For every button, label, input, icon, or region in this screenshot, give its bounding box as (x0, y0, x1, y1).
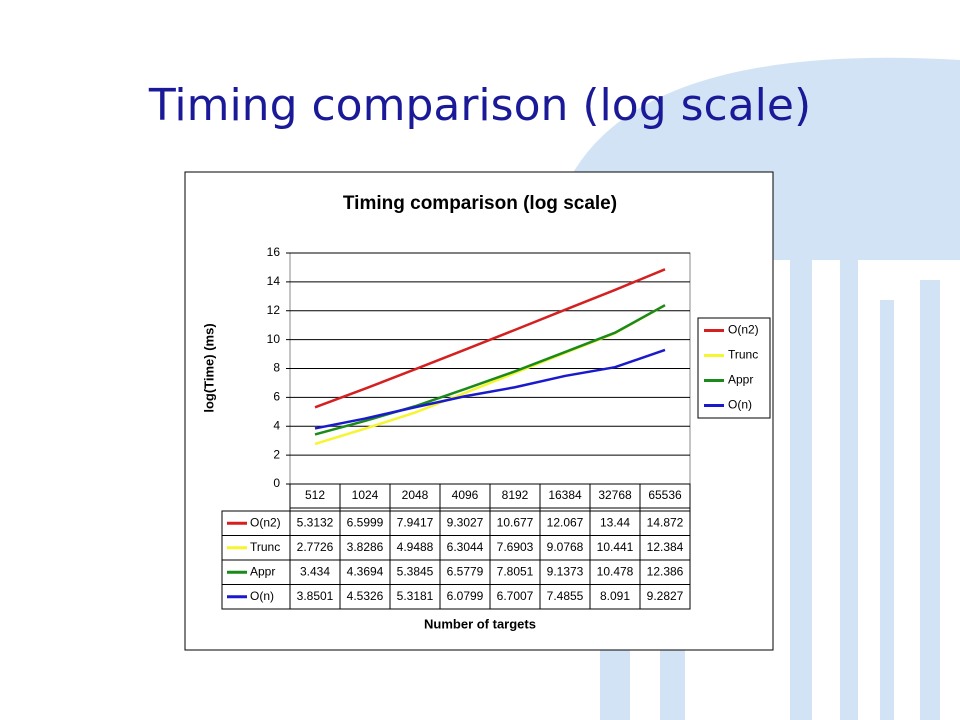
table-value: 6.7007 (497, 589, 534, 603)
table-series-name: O(n2) (250, 515, 281, 529)
table-value: 7.6903 (497, 540, 534, 554)
y-tick-label: 2 (273, 447, 280, 461)
legend-label: Trunc (728, 348, 758, 362)
series-line (314, 268, 666, 409)
y-tick-label: 0 (273, 476, 280, 490)
x-tick-label: 8192 (502, 488, 529, 502)
table-value: 3.434 (300, 564, 330, 578)
table-value: 13.44 (600, 515, 630, 529)
table-value: 4.3694 (347, 564, 384, 578)
table-value: 7.8051 (497, 564, 534, 578)
table-row (221, 584, 691, 610)
legend-label: O(n) (728, 398, 752, 412)
y-tick-label: 16 (267, 245, 281, 259)
y-axis-label: log(Time) (ms) (201, 323, 216, 412)
table-value: 12.384 (647, 540, 684, 554)
legend-box (697, 317, 771, 419)
table-value: 6.0799 (447, 589, 484, 603)
x-tick-label: 512 (305, 488, 325, 502)
x-tick-label: 1024 (352, 488, 379, 502)
y-tick-label: 14 (267, 274, 281, 288)
table-value: 5.3132 (297, 515, 334, 529)
table-value: 6.5999 (347, 515, 384, 529)
y-tick-label: 10 (267, 332, 281, 346)
y-tick-label: 6 (273, 390, 280, 404)
table-value: 6.3044 (447, 540, 484, 554)
table-value: 14.872 (647, 515, 684, 529)
table-value: 9.3027 (447, 515, 484, 529)
series-line (314, 304, 666, 436)
table-value: 9.1373 (547, 564, 584, 578)
table-value: 4.5326 (347, 589, 384, 603)
table-value: 5.3845 (397, 564, 434, 578)
table-value: 10.677 (497, 515, 534, 529)
x-axis-label: Number of targets (424, 616, 536, 631)
series-line (314, 348, 666, 430)
table-value: 6.5779 (447, 564, 484, 578)
table-value: 12.067 (547, 515, 584, 529)
y-tick-label: 12 (267, 303, 281, 317)
table-series-name: O(n) (250, 589, 274, 603)
table-value: 4.9488 (397, 540, 434, 554)
table-value: 7.4855 (547, 589, 584, 603)
table-value: 9.0768 (547, 540, 584, 554)
table-value: 3.8286 (347, 540, 384, 554)
table-value: 10.441 (597, 540, 634, 554)
legend-label: O(n2) (728, 323, 759, 337)
x-tick-label: 2048 (402, 488, 429, 502)
table-value: 3.8501 (297, 589, 334, 603)
x-tick-label: 4096 (452, 488, 479, 502)
legend-label: Appr (728, 373, 753, 387)
table-series-name: Trunc (250, 540, 280, 554)
table-value: 2.7726 (297, 540, 334, 554)
x-tick-label: 65536 (648, 488, 682, 502)
table-value: 5.3181 (397, 589, 434, 603)
y-tick-label: 8 (273, 361, 280, 375)
table-value: 8.091 (600, 589, 630, 603)
table-value: 9.2827 (647, 589, 684, 603)
x-tick-label: 16384 (548, 488, 582, 502)
chart-title: Timing comparison (log scale) (343, 193, 617, 214)
x-tick-label: 32768 (598, 488, 632, 502)
table-series-name: Appr (250, 564, 275, 578)
y-tick-label: 4 (273, 418, 280, 432)
slide-title: Timing comparison (log scale) (148, 80, 811, 131)
table-value: 7.9417 (397, 515, 434, 529)
table-value: 12.386 (647, 564, 684, 578)
table-value: 10.478 (597, 564, 634, 578)
